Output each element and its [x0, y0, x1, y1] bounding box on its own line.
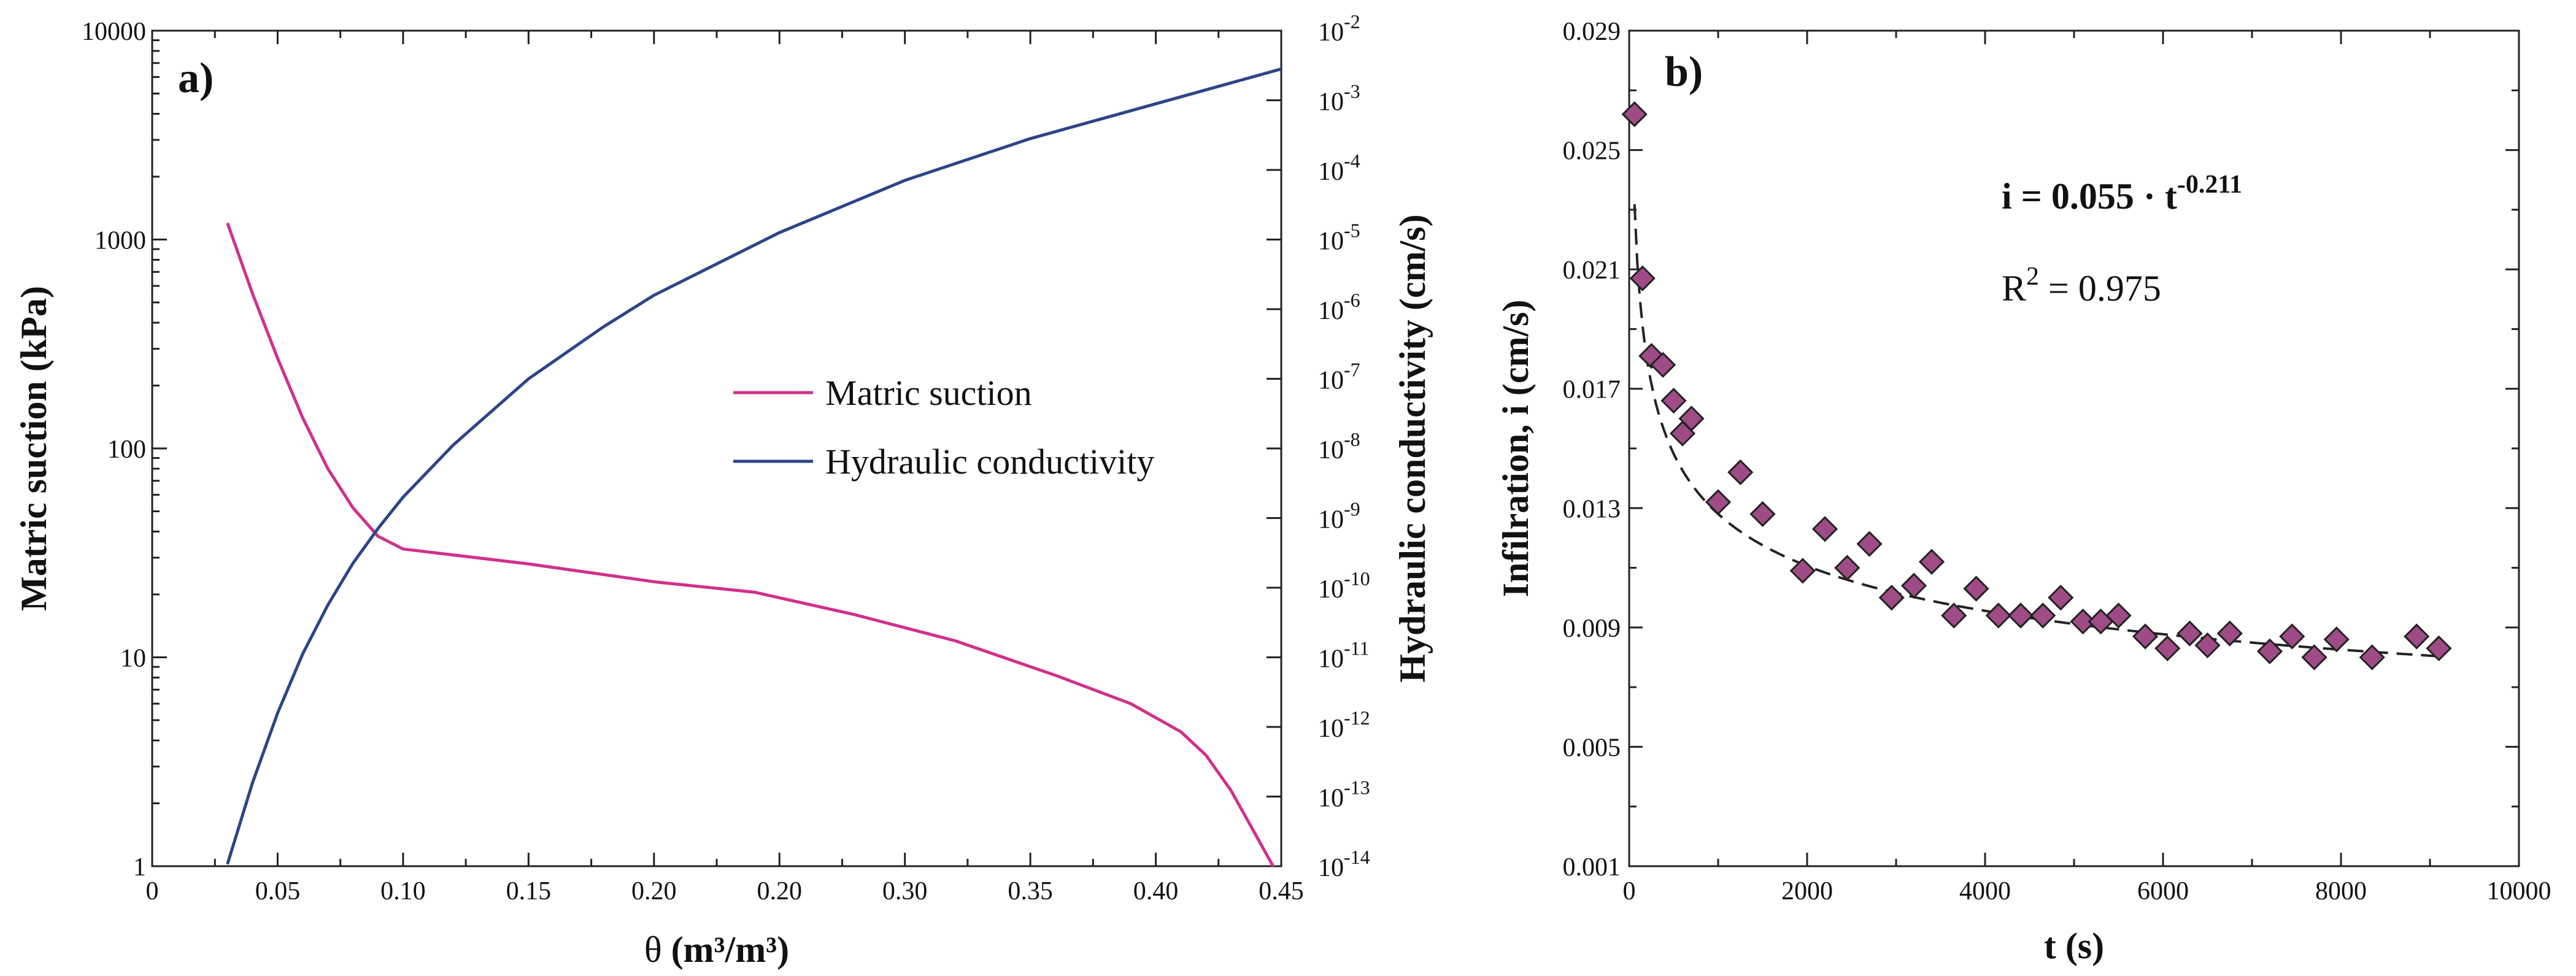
data-point — [2007, 602, 2034, 629]
data-point — [2426, 635, 2452, 662]
data-point — [1918, 548, 1945, 575]
data-point — [1621, 101, 1648, 128]
data-point — [1789, 558, 1816, 584]
x-tick-label: 0.20 — [757, 877, 802, 905]
y-tick-label: 1 — [133, 853, 146, 882]
data-point — [2279, 623, 2305, 650]
y-tick-label: 0.005 — [1563, 734, 1621, 762]
y2-tick-label: 10-14 — [1318, 846, 1370, 882]
y-tick-label: 0.021 — [1563, 256, 1621, 285]
data-point — [1963, 575, 1989, 602]
y-tick-label: 0.009 — [1563, 615, 1621, 643]
data-point — [1629, 265, 1656, 291]
x-tick-label: 0 — [146, 877, 159, 905]
y-tick-label: 10 — [120, 645, 146, 673]
y2-tick-label: 10-12 — [1318, 707, 1370, 743]
x-tick-label: 0.35 — [1008, 877, 1053, 905]
data-point — [1660, 388, 1687, 414]
panel-a-y2label: Hydraulic conductivity (cm/s) — [1392, 214, 1433, 682]
panel-b-xlabel: t (s) — [2044, 926, 2104, 966]
y2-tick-label: 10-3 — [1318, 80, 1360, 117]
y2-tick-label: 10-13 — [1318, 777, 1370, 813]
data-point — [2301, 644, 2327, 671]
y2-tick-label: 10-9 — [1318, 498, 1360, 534]
x-tick-label: 0.45 — [1259, 877, 1304, 905]
x-tick-label: 8000 — [2315, 877, 2367, 905]
x-tick-label: 0.10 — [380, 877, 426, 905]
data-point — [2030, 602, 2056, 629]
y2-tick-label: 10-6 — [1318, 289, 1360, 325]
x-tick-label: 0 — [1623, 877, 1636, 905]
y-tick-label: 100 — [107, 436, 146, 464]
y2-tick-label: 10-4 — [1318, 150, 1360, 186]
y-tick-label: 10000 — [82, 18, 146, 46]
x-tick-label: 0.05 — [255, 877, 301, 905]
y-tick-label: 0.017 — [1563, 376, 1621, 404]
data-point — [1985, 602, 2011, 629]
data-point — [2359, 644, 2385, 671]
y-tick-label: 1000 — [94, 227, 146, 255]
data-point — [2070, 609, 2096, 635]
panel-a-xlabel-units: (m³/m³) — [671, 929, 790, 970]
fit-r-squared: R2 = 0.975 — [2002, 263, 2161, 309]
y-tick-label: 0.001 — [1563, 853, 1621, 882]
panel-b-ylabel: Infilration, i (cm/s) — [1495, 300, 1536, 598]
y2-tick-label: 10-8 — [1318, 428, 1360, 464]
data-point — [1649, 352, 1676, 378]
data-point — [2256, 638, 2283, 664]
panel-b-label: b) — [1665, 48, 1703, 96]
legend-label-matric-suction: Matric suction — [825, 373, 1032, 413]
data-point — [2216, 620, 2243, 647]
y-tick-label: 0.029 — [1563, 18, 1621, 46]
data-point — [1749, 501, 1776, 528]
x-tick-label: 2000 — [1781, 877, 1833, 905]
y2-tick-label: 10-10 — [1318, 567, 1370, 604]
data-point — [1811, 516, 1838, 542]
panel-a-ylabel: Matric suction (kPa) — [13, 286, 54, 611]
data-point — [2132, 623, 2159, 650]
y-tick-label: 0.025 — [1563, 137, 1621, 166]
data-point — [1705, 489, 1732, 515]
panel-b-frame — [1628, 29, 2520, 867]
panel-a: a) 0 0.05 0.10 0.15 0.20 0.20 0.30 0.35 0.40 0.45… — [13, 10, 1433, 970]
panel-b: b) 0 2000 4000 6000 8000 10000 0.001 0.005 0.00… — [1495, 18, 2551, 966]
data-point — [1900, 572, 1927, 599]
legend-label-hydraulic-conductivity: Hydraulic conductivity — [825, 442, 1154, 482]
data-point — [2194, 632, 2221, 659]
x-tick-label: 10000 — [2487, 877, 2551, 905]
panel-a-xlabel: θ (m³/m³) — [644, 929, 789, 970]
data-point — [2177, 620, 2203, 647]
x-tick-label: 0.30 — [882, 877, 928, 905]
data-point — [1727, 459, 1754, 486]
data-point — [1878, 585, 1905, 611]
series-matric-suction — [226, 222, 1275, 866]
x-tick-label: 0.20 — [631, 877, 677, 905]
fit-equation-exponent: -0.211 — [2177, 171, 2242, 199]
data-point — [2323, 626, 2350, 653]
y2-tick-label: 10-2 — [1318, 10, 1360, 47]
data-point — [2048, 585, 2074, 611]
data-point — [1856, 531, 1883, 557]
data-point — [1678, 405, 1705, 432]
panel-a-label: a) — [178, 55, 214, 102]
panel-a-xlabel-symbol: θ — [644, 929, 662, 970]
y2-tick-label: 10-5 — [1318, 220, 1360, 256]
x-tick-label: 6000 — [2137, 877, 2189, 905]
x-tick-label: 0.40 — [1133, 877, 1179, 905]
data-point — [2105, 602, 2132, 629]
y2-tick-label: 10-11 — [1318, 637, 1369, 674]
series-hydraulic-conductivity — [226, 67, 1281, 865]
y-tick-label: 0.013 — [1563, 495, 1621, 523]
x-tick-label: 4000 — [1959, 877, 2011, 905]
data-point — [1941, 602, 1967, 629]
data-point — [2154, 635, 2181, 662]
data-point — [1834, 555, 1861, 581]
panel-a-legend: Matric suction Hydraulic conductivity — [733, 373, 1154, 482]
fit-equation: i = 0.055 · t-0.211 — [2002, 171, 2242, 217]
y2-tick-label: 10-7 — [1318, 359, 1360, 395]
data-point — [2404, 623, 2430, 650]
x-tick-label: 0.15 — [506, 877, 552, 905]
